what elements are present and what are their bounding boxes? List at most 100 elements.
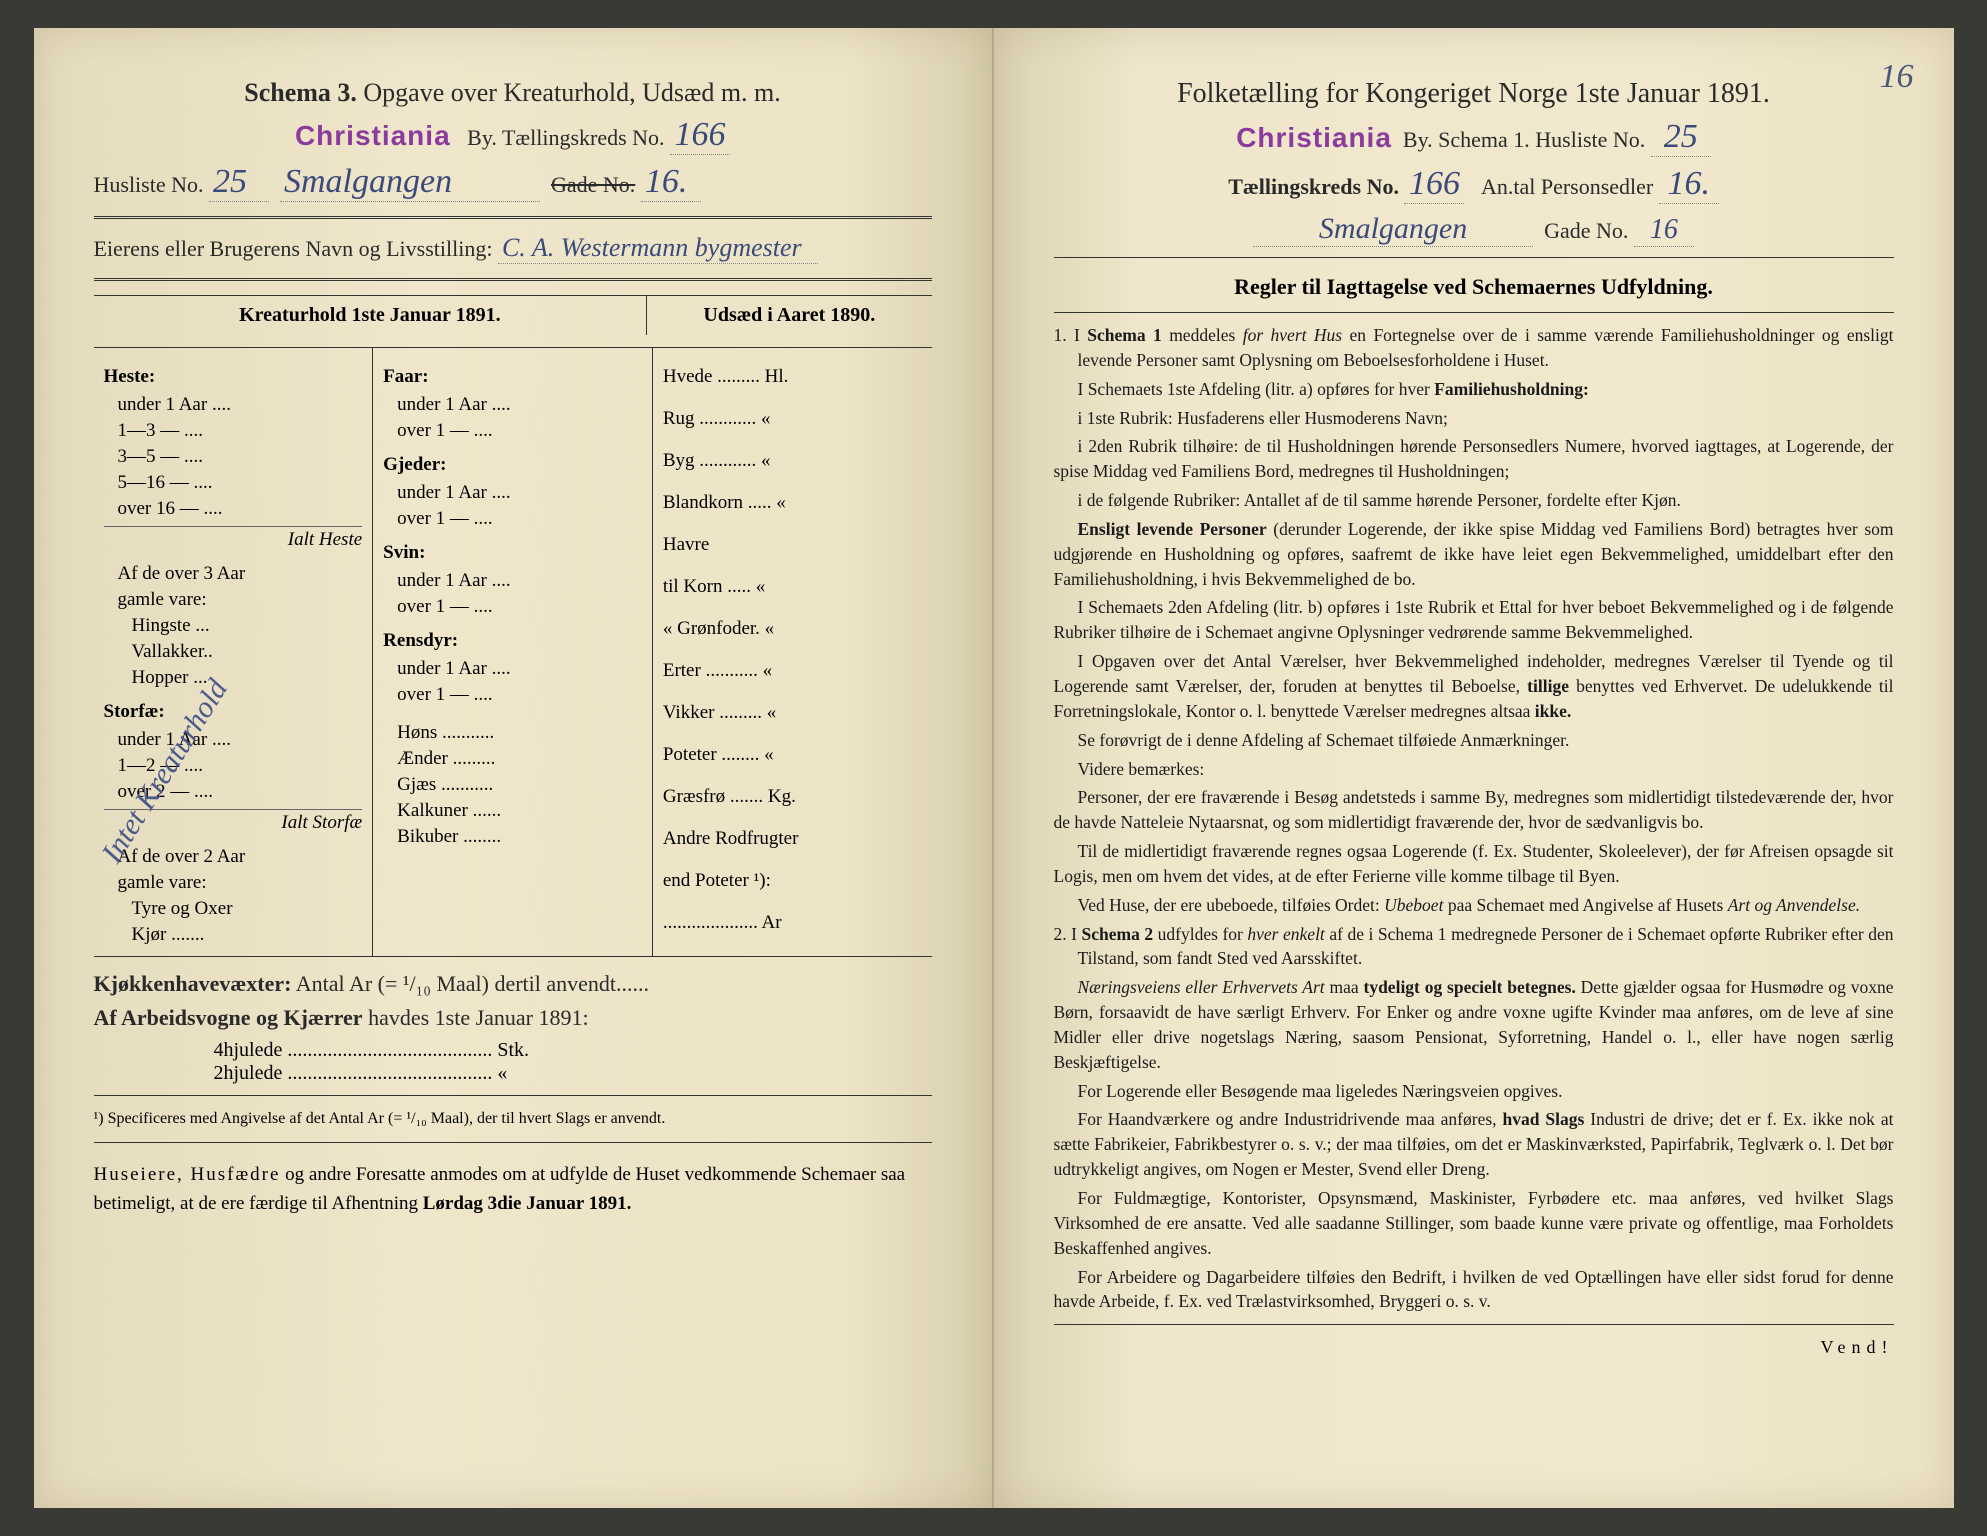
folio-number: 16 (1880, 58, 1914, 96)
rules-para: For Haandværkere og andre Industridriven… (1054, 1107, 1894, 1182)
rules-para: Ved Huse, der ere ubeboede, tilføies Ord… (1054, 893, 1894, 918)
storfe-head: Storfæ: (104, 701, 363, 723)
table-row: over 1 — .... (383, 682, 642, 708)
rules-para: Personer, der ere fraværende i Besøg and… (1054, 785, 1894, 835)
r-kreds-line: Tællingskreds No. 166 An.tal Personsedle… (1054, 165, 1894, 204)
owner-label: Eierens eller Brugerens Navn og Livsstil… (94, 236, 493, 261)
table-row: Gjæs ........... (383, 772, 642, 798)
right-page: 16 Folketælling for Kongeriget Norge 1st… (994, 28, 1954, 1508)
table-row: Hvede ......... Hl. (663, 356, 922, 398)
table-row: Rug ............ « (663, 398, 922, 440)
gade-label: Gade No. (551, 172, 635, 197)
rules-title: Regler til Iagttagelse ved Schemaernes U… (1054, 274, 1894, 300)
rensdyr-head: Rensdyr: (383, 630, 642, 652)
table-row: .................... Ar (663, 902, 922, 944)
table-row: over 1 — .... (383, 418, 642, 444)
table-row: Andre Rodfrugter (663, 818, 922, 860)
table-row: over 1 — .... (383, 506, 642, 532)
r-kreds-label: Tællingskreds No. (1228, 174, 1399, 199)
table-row: Kjør ....... (104, 922, 363, 948)
rules-para: Til de midlertidigt fraværende regnes og… (1054, 839, 1894, 889)
r-street: Smalgangen (1253, 212, 1533, 247)
book-spread: Schema 3. Opgave over Kreaturhold, Udsæd… (34, 28, 1954, 1508)
r-city-stamp: Christiania (1236, 122, 1392, 153)
census-title: Folketælling for Kongeriget Norge 1ste J… (1054, 78, 1894, 110)
rules-para: For Logerende eller Besøgende maa ligele… (1054, 1079, 1894, 1104)
table-row: Hingste ... (104, 613, 363, 639)
owner-line: Eierens eller Brugerens Navn og Livsstil… (94, 233, 932, 264)
vend: Vend! (1054, 1337, 1894, 1358)
husliste-label: Husliste No. (94, 172, 204, 197)
street-name: Smalgangen (280, 163, 540, 202)
table-row: end Poteter ¹): (663, 860, 922, 902)
table-row: « Grønfoder. « (663, 608, 922, 650)
table-row: under 1 Aar .... (383, 656, 642, 682)
table-row: 4hjulede ...............................… (214, 1039, 932, 1062)
husliste-line: Husliste No. 25 Smalgangen Gade No. 16. (94, 163, 932, 202)
gade-no: 16. (641, 163, 701, 202)
kreatur-table: Heste: under 1 Aar ....1—3 — ....3—5 — .… (94, 347, 932, 957)
faar-head: Faar: (383, 366, 642, 388)
table-row: under 1 Aar .... (104, 392, 363, 418)
rules-body: 1. I Schema 1 meddeles for hvert Hus en … (1054, 323, 1894, 1314)
rules-para: i 2den Rubrik tilhøire: de til Husholdni… (1054, 434, 1894, 484)
table-row: 5—16 — .... (104, 470, 363, 496)
rules-para: I Opgaven over det Antal Værelser, hver … (1054, 649, 1894, 724)
table-row: Blandkorn ..... « (663, 482, 922, 524)
table-row: under 1 Aar .... (383, 392, 642, 418)
table-row: til Korn ..... « (663, 566, 922, 608)
table-row: 2hjulede ...............................… (214, 1062, 932, 1085)
rules-para: For Fuldmægtige, Kontorister, Opsynsmænd… (1054, 1186, 1894, 1261)
table-row: Bikuber ........ (383, 824, 642, 850)
table-row: over 16 — .... (104, 496, 363, 522)
rules-para: Videre bemærkes: (1054, 757, 1894, 782)
table-row: Vikker ......... « (663, 692, 922, 734)
table-row: Græsfrø ....... Kg. (663, 776, 922, 818)
kreds-no: 166 (670, 116, 730, 155)
table-head-left: Kreaturhold 1ste Januar 1891. (94, 296, 648, 335)
r-person-no: 16. (1659, 165, 1719, 204)
table-row: Tyre og Oxer (104, 896, 363, 922)
rules-para: Næringsveiens eller Erhvervets Art maa t… (1054, 975, 1894, 1074)
r-street-line: Smalgangen Gade No. 16 (1054, 212, 1894, 247)
r-gade-label: Gade No. (1544, 218, 1628, 243)
svin-head: Svin: (383, 542, 642, 564)
gamle: gamle vare: (104, 587, 363, 613)
r-person-label: An.tal Personsedler (1481, 174, 1653, 199)
rules-para: Ensligt levende Personer (derunder Loger… (1054, 517, 1894, 592)
table-row: under 1 Aar .... (104, 727, 363, 753)
table-row: Hopper ... (104, 665, 363, 691)
city-stamp: Christiania (295, 120, 451, 151)
gjeder-head: Gjeder: (383, 454, 642, 476)
table-row: Høns ........... (383, 720, 642, 746)
table-col-1: Heste: under 1 Aar ....1—3 — ....3—5 — .… (94, 348, 374, 956)
table-row: Havre (663, 524, 922, 566)
rules-para: i 1ste Rubrik: Husfaderens eller Husmode… (1054, 406, 1894, 431)
left-title: Schema 3. Opgave over Kreaturhold, Udsæd… (94, 78, 932, 108)
r-schema-label: By. Schema 1. Husliste No. (1403, 127, 1645, 152)
schema-title: Opgave over Kreaturhold, Udsæd m. m. (363, 78, 780, 107)
left-page: Schema 3. Opgave over Kreaturhold, Udsæd… (34, 28, 994, 1508)
table-row: under 1 Aar .... (383, 568, 642, 594)
table-row: Kalkuner ...... (383, 798, 642, 824)
table-row: Ænder ......... (383, 746, 642, 772)
table-col-3: Hvede ......... Hl.Rug ............ «Byg… (653, 348, 932, 956)
table-col-2: Faar: under 1 Aar ....over 1 — .... Gjed… (373, 348, 653, 956)
rules-para: 1. I Schema 1 meddeles for hvert Hus en … (1054, 323, 1894, 373)
heste-head: Heste: (104, 366, 363, 388)
kreatur-table-wrap: Intet Kreaturhold Kreaturhold 1ste Janua… (94, 295, 932, 957)
table-row: under 1 Aar .... (383, 480, 642, 506)
table-row: Erter ........... « (663, 650, 922, 692)
rules-para: For Arbeidere og Dagarbeidere tilføies d… (1054, 1265, 1894, 1315)
rules-para: i de følgende Rubriker: Antallet af de t… (1054, 488, 1894, 513)
kjokken-line: Kjøkkenhavevæxter: Antal Ar (= ¹/₁₀ Maal… (94, 971, 932, 997)
table-row: 3—5 — .... (104, 444, 363, 470)
table-row: Poteter ........ « (663, 734, 922, 776)
r-city-line: Christiania By. Schema 1. Husliste No. 2… (1054, 118, 1894, 157)
footnote: ¹) Specificeres med Angivelse af det Ant… (94, 1110, 932, 1128)
rules-para: 2. I Schema 2 udfyldes for hver enkelt a… (1054, 922, 1894, 972)
table-head-right: Udsæd i Aaret 1890. (647, 296, 931, 335)
table-row: Vallakker.. (104, 639, 363, 665)
vogne-line: Af Arbeidsvogne og Kjærrer havdes 1ste J… (94, 1005, 932, 1031)
r-husliste-no: 25 (1651, 118, 1711, 157)
